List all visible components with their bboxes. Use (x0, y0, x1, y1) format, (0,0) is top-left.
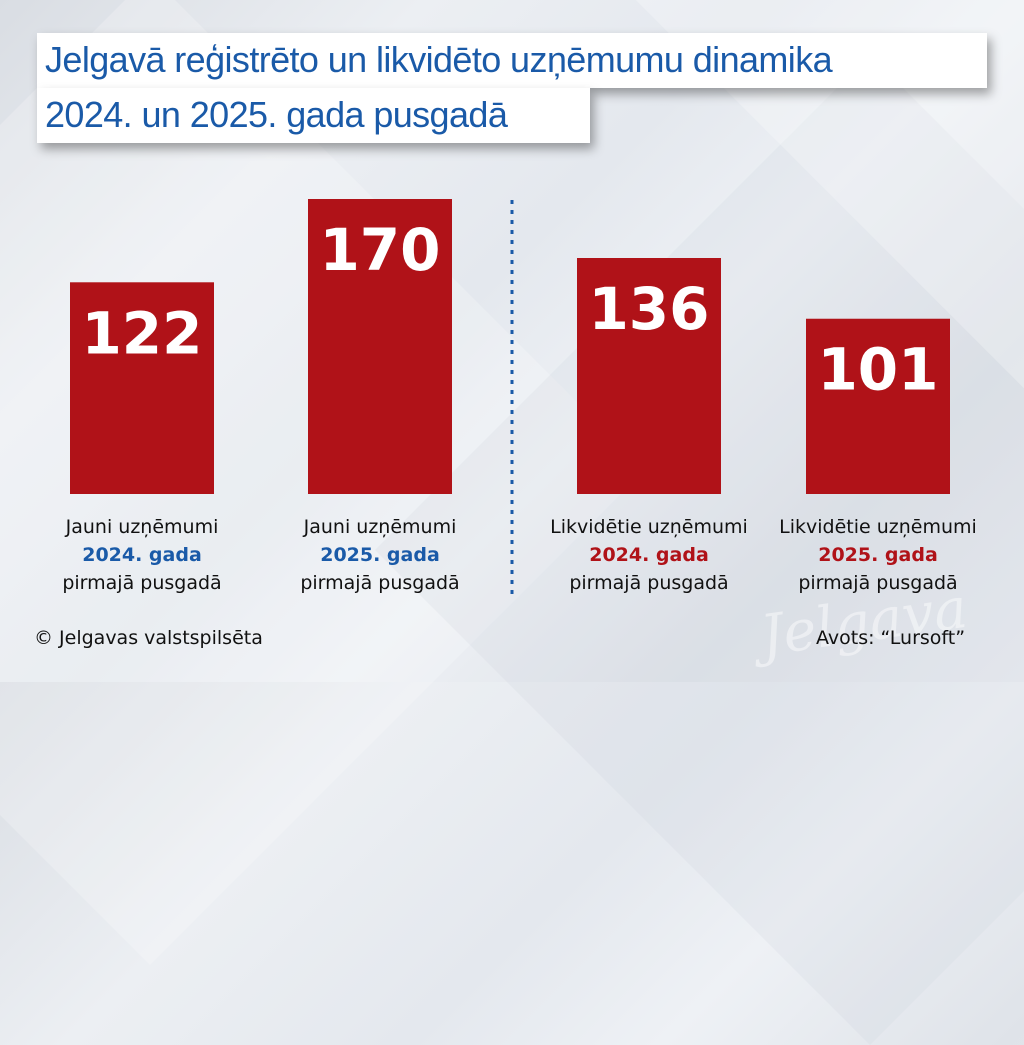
category-label-line1: Jauni uzņēmumi (65, 516, 219, 538)
bar-value-label-1: 170 (319, 216, 440, 284)
category-label-year: 2025. gada (320, 544, 440, 566)
category-label-0: Jauni uzņēmumi 2024. gada pirmajā pusgad… (27, 513, 257, 597)
bar-2 (577, 258, 721, 494)
bar-value-label-3: 101 (817, 336, 938, 404)
category-label-line1: Likvidētie uzņēmumi (779, 516, 977, 538)
category-label-line3: pirmajā pusgadā (62, 572, 222, 594)
bar-value-label-0: 122 (81, 299, 202, 367)
bar-3 (806, 318, 950, 494)
category-label-3: Likvidētie uzņēmumi 2025. gada pirmajā p… (763, 513, 993, 597)
category-label-line1: Likvidētie uzņēmumi (550, 516, 748, 538)
bar-0 (70, 282, 214, 494)
category-label-line1: Jauni uzņēmumi (303, 516, 457, 538)
category-label-year: 2025. gada (818, 544, 938, 566)
source-text: Avots: “Lursoft” (816, 627, 966, 649)
category-label-year: 2024. gada (589, 544, 709, 566)
category-label-year: 2024. gada (82, 544, 202, 566)
category-label-line3: pirmajā pusgadā (300, 572, 460, 594)
bar-1 (308, 199, 452, 494)
chart-title-line-1: Jelgavā reģistrēto un likvidēto uzņēmumu… (37, 33, 987, 88)
copyright-text: © Jelgavas valstspilsēta (34, 627, 263, 649)
category-label-2: Likvidētie uzņēmumi 2024. gada pirmajā p… (534, 513, 764, 597)
bar-value-label-2: 136 (588, 275, 709, 343)
category-label-line3: pirmajā pusgadā (569, 572, 729, 594)
category-label-1: Jauni uzņēmumi 2025. gada pirmajā pusgad… (265, 513, 495, 597)
bar-chart: 122 170 136 101 (70, 199, 950, 600)
chart-title-line-2: 2024. un 2025. gada pusgadā (37, 88, 590, 143)
category-label-line3: pirmajā pusgadā (798, 572, 958, 594)
